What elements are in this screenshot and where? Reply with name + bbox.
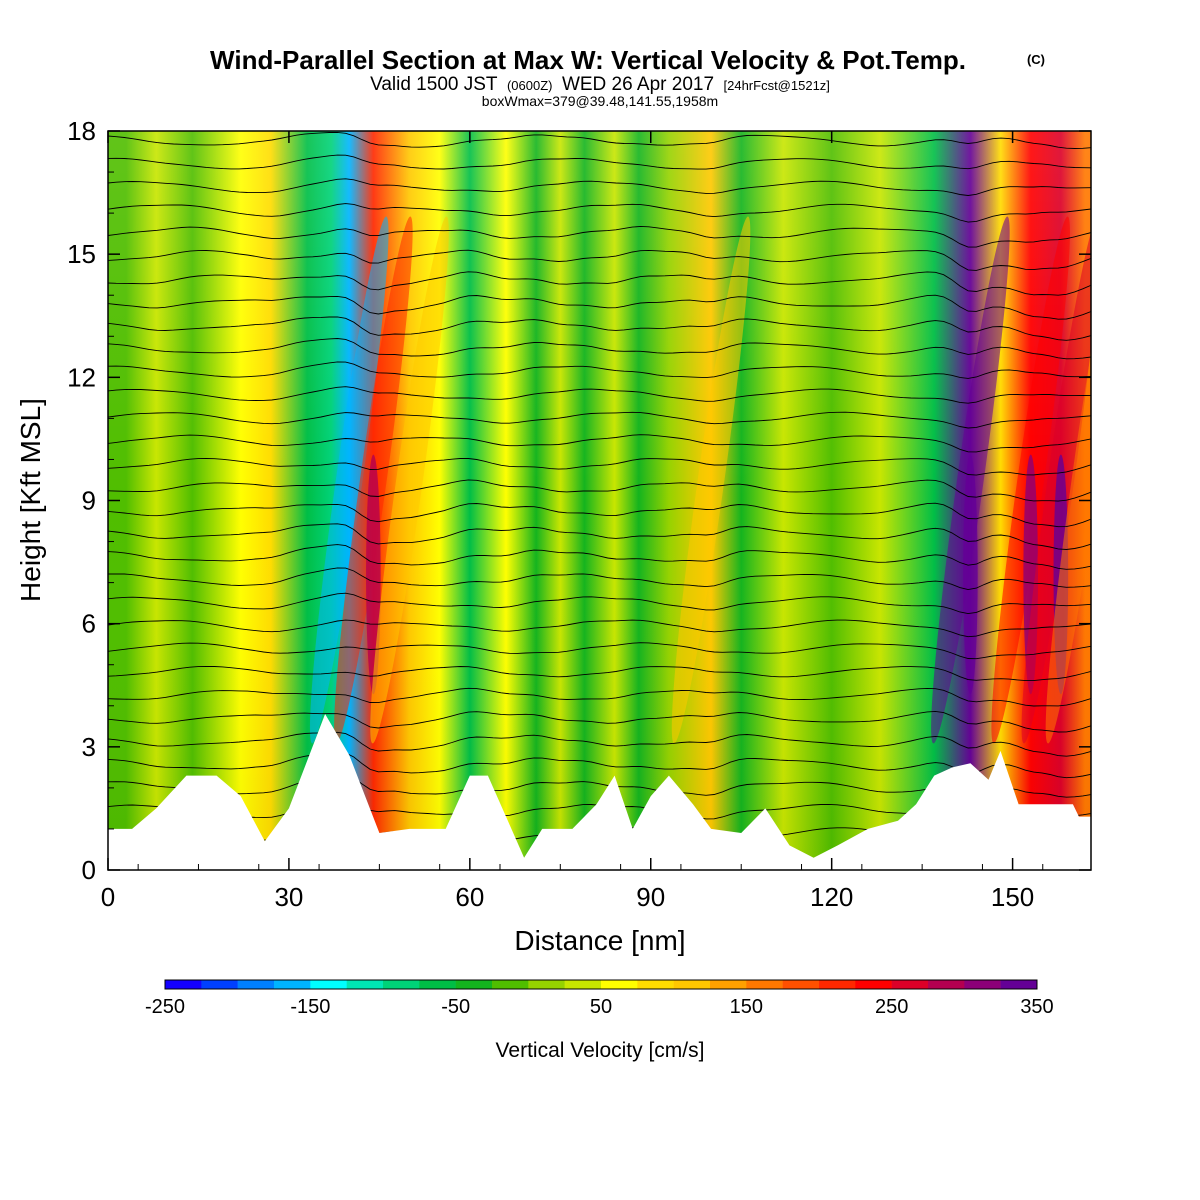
copyright-mark: (C) — [1027, 52, 1045, 67]
x-tick-label-2: 60 — [455, 882, 484, 912]
forecast-info: [24hrFcst@1521z] — [724, 78, 830, 93]
x-tick-label-5: 150 — [991, 882, 1034, 912]
theta-contour-12 — [108, 544, 1091, 570]
theta-contour-16 — [108, 458, 1091, 476]
x-tick-label-4: 120 — [810, 882, 853, 912]
theta-contour-18 — [108, 411, 1091, 429]
y-tick-label-3: 9 — [82, 486, 96, 516]
colorbar-swatch-8 — [455, 980, 493, 989]
updraft-cores — [309, 216, 1091, 744]
box-wmax-info: boxWmax=379@39.48,141.55,1958m — [482, 93, 718, 109]
colorbar: -250 -150 -50 50 150 250 350 — [145, 979, 1054, 1018]
y-tick-label-4: 12 — [67, 362, 96, 392]
theta-contour-7 — [108, 665, 1091, 682]
colorbar-tick-label-0: -250 — [145, 996, 185, 1018]
colorbar-swatch-14 — [673, 980, 711, 989]
theta-contour-9 — [108, 619, 1091, 638]
field-shading — [108, 131, 1091, 870]
colorbar-swatch-3 — [274, 980, 311, 989]
y-tick-label-6: 18 — [67, 116, 96, 146]
y-tick-label-5: 15 — [67, 239, 96, 269]
theta-contour-29 — [108, 154, 1091, 170]
colorbar-tick-label-3: 50 — [590, 996, 612, 1018]
colorbar-swatch-7 — [419, 980, 456, 989]
axes: 0 30 60 90 120 150 0 3 6 9 12 15 18 — [67, 116, 1091, 912]
colorbar-swatch-10 — [528, 980, 565, 989]
colorbar-title: Vertical Velocity [cm/s] — [496, 1039, 705, 1062]
colorbar-swatch-13 — [637, 980, 674, 989]
colorbar-swatch-20 — [891, 980, 929, 989]
velocity-peak-8 — [366, 454, 381, 695]
velocity-core-9 — [370, 216, 449, 744]
theta-contour-22 — [108, 316, 1091, 341]
x-tick-label-0: 0 — [101, 882, 115, 912]
colorbar-tick-label-2: -50 — [441, 996, 470, 1018]
colorbar-swatch-4 — [310, 980, 347, 989]
theta-contour-24 — [108, 271, 1091, 296]
colorbar-swatch-1 — [201, 980, 238, 989]
theta-contour-28 — [108, 178, 1091, 196]
colorbar-swatch-11 — [564, 980, 602, 989]
x-axis-label: Distance [nm] — [514, 925, 685, 956]
colorbar-swatch-2 — [237, 980, 275, 989]
chart-title: Wind-Parallel Section at Max W: Vertical… — [210, 45, 966, 75]
colorbar-swatch-9 — [492, 980, 529, 989]
colorbar-tick-label-5: 250 — [875, 996, 908, 1018]
colorbar-swatch-16 — [746, 980, 783, 989]
colorbar-tick-label-6: 350 — [1020, 996, 1053, 1018]
theta-contour-11 — [108, 567, 1091, 591]
theta-contour-25 — [108, 249, 1091, 271]
theta-contour-6 — [108, 687, 1091, 707]
colorbar-swatch-5 — [346, 980, 384, 989]
y-tick-label-0: 0 — [82, 855, 96, 885]
theta-contour-17 — [108, 434, 1091, 453]
velocity-core-7 — [309, 216, 389, 744]
colorbar-swatch-18 — [819, 980, 856, 989]
plot-area — [108, 111, 1091, 870]
theta-contour-3 — [108, 751, 1091, 779]
colorbar-swatch-6 — [383, 980, 420, 989]
theta-contour-21 — [108, 338, 1091, 360]
colorbar-tick-label-1: -150 — [290, 996, 330, 1018]
colorbar-swatch-19 — [855, 980, 892, 989]
colorbar-swatch-17 — [782, 980, 820, 989]
terrain — [108, 714, 1091, 870]
colorbar-swatch-0 — [165, 980, 202, 989]
theta-contour-19 — [108, 386, 1091, 404]
theta-contour-31 — [108, 111, 1091, 130]
colorbar-swatch-22 — [964, 980, 1001, 989]
theta-contour-14 — [108, 502, 1091, 528]
colorbar-swatch-12 — [601, 980, 638, 989]
valid-time-line: Valid 1500 JST (0600Z) WED 26 Apr 2017 [… — [370, 74, 830, 95]
x-tick-label-3: 90 — [636, 882, 665, 912]
valid-prefix: Valid 1500 JST — [370, 74, 498, 95]
theta-contour-26 — [108, 225, 1091, 248]
theta-contour-13 — [108, 523, 1091, 550]
valid-utc: (0600Z) — [507, 78, 553, 93]
x-tick-label-1: 30 — [274, 882, 303, 912]
velocity-core-29 — [1045, 216, 1091, 744]
colorbar-swatch-23 — [1000, 980, 1038, 989]
theta-contour-10 — [108, 592, 1091, 615]
colorbar-tick-label-4: 150 — [730, 996, 763, 1018]
theta-contour-20 — [108, 361, 1091, 379]
colorbar-frame — [164, 979, 1038, 990]
theta-contour-8 — [108, 642, 1091, 660]
y-tick-label-1: 3 — [82, 732, 96, 762]
colorbar-swatch-15 — [710, 980, 747, 989]
theta-contour-23 — [108, 294, 1091, 320]
theta-contour-30 — [108, 131, 1091, 149]
y-tick-label-2: 6 — [82, 609, 96, 639]
velocity-core-19 — [671, 216, 751, 744]
valid-date: WED 26 Apr 2017 — [562, 74, 714, 95]
y-axis-label: Height [Kft MSL] — [15, 398, 46, 602]
theta-contour-5 — [108, 710, 1091, 733]
theta-contour-15 — [108, 479, 1091, 502]
theta-contour-27 — [108, 203, 1091, 223]
theta-contour-4 — [108, 731, 1091, 757]
colorbar-swatch-21 — [928, 980, 965, 989]
velocity-peak-25 — [963, 454, 978, 695]
